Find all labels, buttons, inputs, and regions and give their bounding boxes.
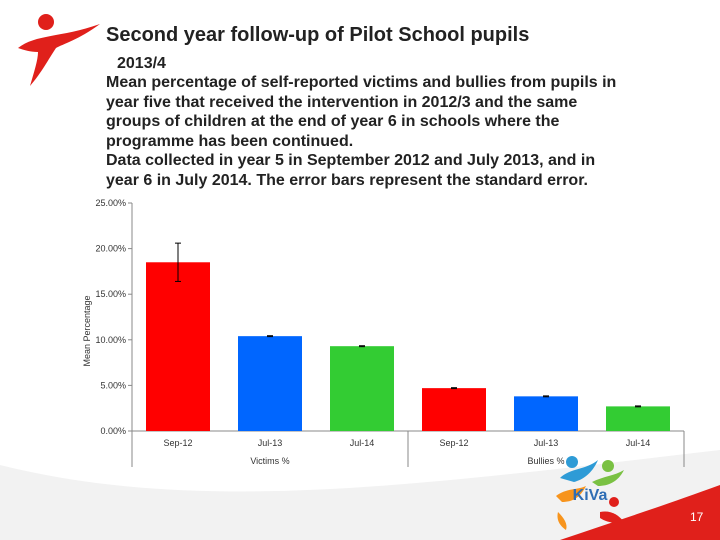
page-number: 17 [690, 510, 704, 524]
footer-band [0, 450, 720, 540]
description-line: programme has been continued. [106, 132, 354, 150]
y-tick-label: 20.00% [95, 244, 126, 254]
x-group-label: Bullies % [527, 456, 564, 466]
slide-description: Mean percentage of self-reported victims… [106, 73, 666, 190]
kiva-logo: KiVa [556, 456, 624, 530]
x-tick-label: Jul-13 [534, 438, 559, 448]
bar [238, 336, 302, 431]
y-tick-label: 15.00% [95, 289, 126, 299]
x-tick-label: Jul-13 [258, 438, 283, 448]
x-tick-label: Sep-12 [163, 438, 192, 448]
y-tick-label: 25.00% [95, 198, 126, 208]
x-tick-label: Jul-14 [626, 438, 651, 448]
x-group-label: Victims % [250, 456, 289, 466]
slide-subtitle: 2013/4 [117, 55, 166, 72]
x-tick-label: Sep-12 [439, 438, 468, 448]
description-line: Data collected in year 5 in September 20… [106, 152, 596, 169]
bar [514, 396, 578, 431]
y-axis-label: Mean Percentage [82, 295, 92, 366]
kiva-figure-logo [18, 14, 100, 86]
x-tick-label: Jul-14 [350, 438, 375, 448]
description-line: year 6 in July 2014. The error bars repr… [106, 171, 588, 189]
y-tick-label: 5.00% [100, 380, 126, 390]
kiva-logo-text: KiVa [573, 487, 608, 504]
description-line: groups of children at the end of year 6 … [106, 113, 560, 130]
y-tick-label: 10.00% [95, 335, 126, 345]
slide-title: Second year follow-up of Pilot School pu… [106, 24, 530, 46]
description-line: year five that received the intervention… [106, 93, 578, 111]
bar [606, 406, 670, 431]
bar [422, 388, 486, 431]
description-line: Mean percentage of self-reported victims… [106, 74, 617, 91]
bar [146, 262, 210, 431]
bar [330, 346, 394, 431]
y-tick-label: 0.00% [100, 426, 126, 436]
